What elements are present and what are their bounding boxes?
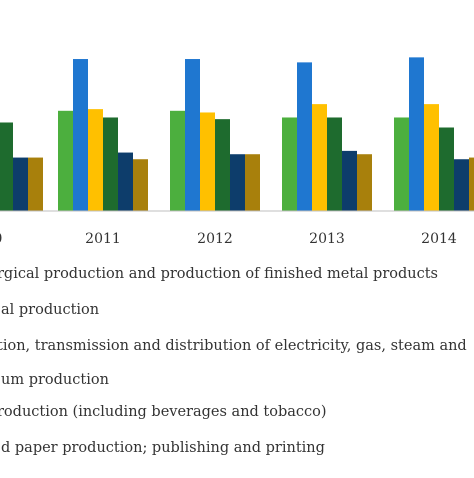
bar-2012-series-2 — [170, 110, 185, 211]
bar-2012-series-1 — [185, 59, 200, 211]
bar-2013-series-1 — [297, 62, 312, 212]
bar-2014-series-5 — [454, 159, 469, 211]
x-tick-label: 2014 — [421, 231, 457, 247]
legend-entry-4: um production — [1, 372, 109, 388]
legend-entry-6: d paper production; publishing and print… — [1, 440, 325, 456]
x-tick-labels: 0 2011 2012 2013 2014 — [0, 231, 457, 247]
x-tick-label: 2011 — [85, 231, 121, 247]
bar-2012-series-3 — [200, 112, 215, 211]
bar-2012-series-4 — [215, 119, 230, 211]
legend-entry-5: roduction (including beverages and tobac… — [0, 404, 327, 420]
bar-2011-series-4 — [103, 117, 118, 211]
bar-0-series-4 — [0, 122, 13, 211]
legend-entry-3: tion, transmission and distribution of e… — [0, 338, 467, 354]
bar-2013-series-3 — [312, 104, 327, 211]
x-tick-label: 2012 — [197, 231, 233, 247]
legend: rgical production and production of fini… — [0, 266, 467, 456]
bar-2012-series-5 — [230, 154, 245, 211]
bar-2014-series-2 — [394, 117, 409, 211]
bar-0-series-5 — [13, 157, 28, 211]
bar-2011-series-5 — [118, 152, 133, 211]
x-tick-label: 0 — [0, 231, 2, 247]
bar-2011-series-6 — [133, 159, 148, 211]
bars-group — [0, 57, 474, 212]
legend-entry-1: rgical production and production of fini… — [0, 266, 438, 282]
legend-entry-2: al production — [1, 302, 99, 318]
bar-2014-series-1 — [409, 57, 424, 211]
bar-2013-series-6 — [357, 154, 372, 211]
bar-0-series-6 — [28, 157, 43, 211]
bar-2012-series-6 — [245, 154, 260, 211]
bar-2014-series-3 — [424, 104, 439, 211]
bar-2011-series-2 — [58, 110, 73, 211]
bar-2013-series-4 — [327, 117, 342, 211]
bar-2014-series-4 — [439, 127, 454, 211]
bar-2013-series-5 — [342, 150, 357, 211]
bar-2011-series-1 — [73, 59, 88, 211]
bar-2013-series-2 — [282, 117, 297, 211]
bar-2011-series-3 — [88, 109, 103, 211]
x-tick-label: 2013 — [309, 231, 345, 247]
bar-2014-series-6 — [469, 157, 474, 211]
